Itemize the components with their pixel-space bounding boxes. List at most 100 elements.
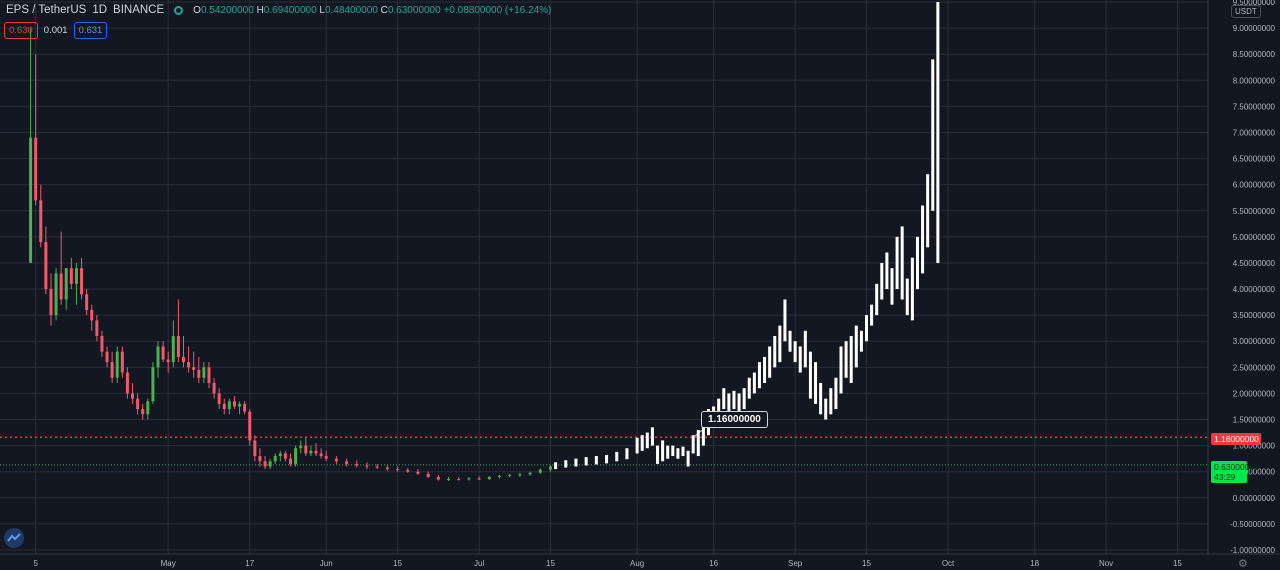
candle-body bbox=[528, 472, 532, 475]
drawing-bar bbox=[814, 362, 818, 404]
candle-body bbox=[273, 456, 277, 462]
candle-body bbox=[44, 242, 48, 290]
drawing-bar bbox=[763, 356, 767, 383]
gear-icon[interactable]: ⚙ bbox=[1238, 558, 1248, 570]
x-tick-label: 15 bbox=[546, 559, 555, 568]
y-tick-label: 3.50000000 bbox=[1233, 311, 1276, 320]
candle-body bbox=[406, 470, 410, 472]
candle-body bbox=[227, 401, 231, 410]
x-tick-label: 18 bbox=[1030, 559, 1039, 568]
tradingview-logo-icon[interactable] bbox=[4, 528, 24, 548]
x-tick-label: Sep bbox=[788, 559, 803, 568]
x-tick-label: 16 bbox=[709, 559, 718, 568]
drawing-bar bbox=[844, 341, 848, 378]
candle-body bbox=[334, 458, 338, 462]
drawing-bar bbox=[691, 435, 695, 454]
drawing-bar bbox=[752, 372, 756, 394]
candle-body bbox=[396, 469, 400, 471]
candle-body bbox=[146, 401, 150, 415]
candles bbox=[29, 28, 552, 482]
candle-body bbox=[548, 466, 552, 470]
drawing-bar bbox=[936, 2, 940, 263]
drawing-bar bbox=[686, 450, 690, 467]
y-tick-label: 6.00000000 bbox=[1233, 181, 1276, 190]
candle-body bbox=[151, 367, 155, 402]
y-tick-label: 7.50000000 bbox=[1233, 102, 1276, 111]
drawing-bar bbox=[870, 304, 874, 326]
candle-body bbox=[217, 393, 221, 404]
drawing-bar bbox=[727, 393, 731, 415]
drawing-bar bbox=[854, 325, 858, 368]
drawing-bar bbox=[926, 174, 930, 248]
time-axis[interactable]: 5 May 17 Jun 15 Jul 15 Aug 16 Sep 15 Oct 18 Nov 15 bbox=[0, 553, 1280, 568]
y-tick-label: 4.50000000 bbox=[1233, 259, 1276, 268]
y-tick-label: 3.00000000 bbox=[1233, 337, 1276, 346]
candle-body bbox=[156, 346, 160, 368]
drawing-bar bbox=[768, 346, 772, 378]
candle-body bbox=[181, 356, 185, 363]
candle-body bbox=[487, 476, 491, 480]
drawing-bar bbox=[910, 257, 914, 321]
candle-body bbox=[457, 479, 461, 481]
candle-body bbox=[238, 403, 242, 407]
candle-body bbox=[447, 479, 451, 481]
drawing-bar bbox=[849, 336, 853, 383]
candle-body bbox=[222, 403, 226, 410]
drawing-bar bbox=[783, 299, 787, 342]
x-tick-label: 15 bbox=[393, 559, 402, 568]
price-callout[interactable]: 1.16000000 bbox=[701, 411, 768, 428]
drawing-bar bbox=[931, 59, 935, 211]
drawing-bar bbox=[793, 341, 797, 363]
drawing-bars bbox=[554, 2, 940, 470]
drawing-bar bbox=[625, 448, 629, 460]
drawing-bar bbox=[778, 325, 782, 363]
y-tick-label: 9.00000000 bbox=[1233, 24, 1276, 33]
drawing-bar bbox=[864, 315, 868, 342]
candle-body bbox=[309, 450, 313, 454]
y-tick-label: 0.50000000 bbox=[1233, 468, 1276, 477]
candle-body bbox=[74, 268, 78, 284]
x-tick-label: Jun bbox=[320, 559, 333, 568]
symbol-title[interactable]: EPS / TetherUS bbox=[6, 4, 87, 16]
open-label: O bbox=[193, 4, 201, 16]
drawing-bar bbox=[605, 455, 609, 464]
drawing-bar bbox=[880, 262, 884, 300]
buy-button[interactable]: 0.631 bbox=[73, 22, 108, 39]
drawing-bar bbox=[773, 336, 777, 368]
y-tick-label: 5.00000000 bbox=[1233, 233, 1276, 242]
y-tick-label: 2.50000000 bbox=[1233, 363, 1276, 372]
candle-body bbox=[304, 445, 308, 454]
drawing-bar bbox=[859, 330, 863, 352]
low-value: 0.48400000 bbox=[324, 4, 378, 16]
drawing-bar bbox=[798, 346, 802, 373]
interval-label[interactable]: 1D bbox=[92, 4, 108, 16]
candle-body bbox=[207, 367, 211, 383]
candle-body bbox=[100, 336, 104, 352]
high-value: 0.69400000 bbox=[263, 4, 317, 16]
candle-body bbox=[176, 336, 180, 357]
drawing-bar bbox=[696, 429, 700, 457]
candle-body bbox=[166, 359, 170, 363]
drawing-bar bbox=[661, 440, 665, 462]
drawing-bar bbox=[747, 377, 751, 399]
candle-body bbox=[416, 471, 420, 474]
candle-body bbox=[324, 456, 328, 459]
candle-body bbox=[115, 351, 119, 378]
sell-button[interactable]: 0.630 bbox=[4, 22, 38, 39]
candle-body bbox=[314, 450, 318, 454]
x-tick-label: Aug bbox=[630, 559, 644, 568]
currency-badge[interactable]: USDT bbox=[1231, 5, 1261, 18]
drawing-bar bbox=[737, 393, 741, 415]
candle-body bbox=[232, 401, 236, 407]
drawing-bar bbox=[834, 377, 838, 410]
candle-body bbox=[54, 273, 58, 316]
candle-body bbox=[29, 137, 33, 263]
candle-body bbox=[243, 403, 247, 412]
candle-body bbox=[299, 445, 303, 449]
price-axis[interactable]: 9.50000000 9.00000000 8.50000000 8.00000000… bbox=[1207, 0, 1280, 569]
y-tick-label: 8.00000000 bbox=[1233, 76, 1276, 85]
drawing-bar bbox=[564, 460, 568, 468]
drawing-bar bbox=[757, 362, 761, 389]
status-dot-icon bbox=[174, 5, 184, 15]
